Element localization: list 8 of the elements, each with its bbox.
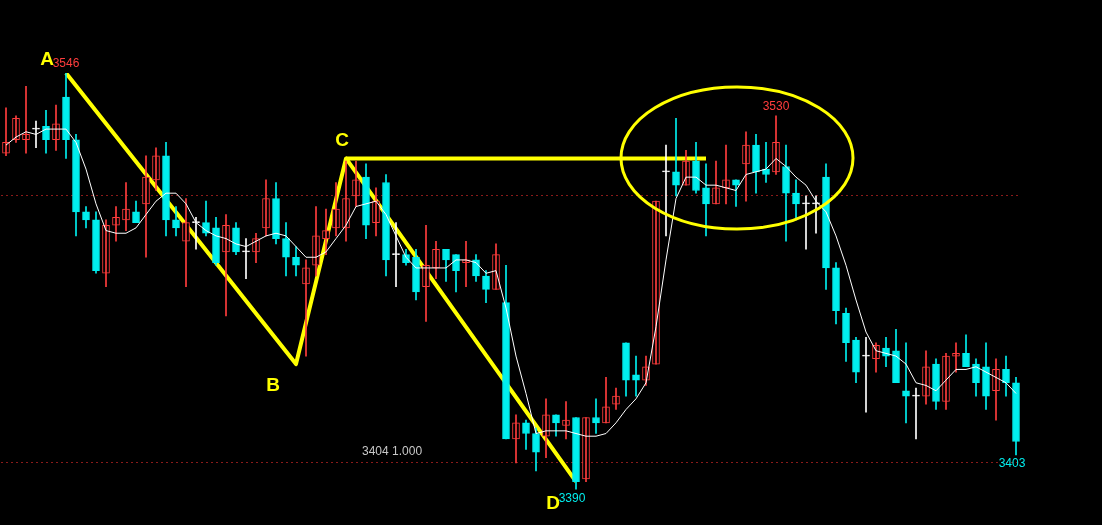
annotation: 3530 [762, 99, 790, 114]
annotation: C [335, 129, 350, 151]
annotation: B [266, 374, 280, 396]
annotation: 3546 [52, 56, 80, 71]
text: D [546, 491, 560, 513]
annotation: 3404 1.000 [362, 444, 423, 459]
annotation: 3390 [558, 490, 586, 505]
annotation: 3403 [998, 456, 1026, 471]
